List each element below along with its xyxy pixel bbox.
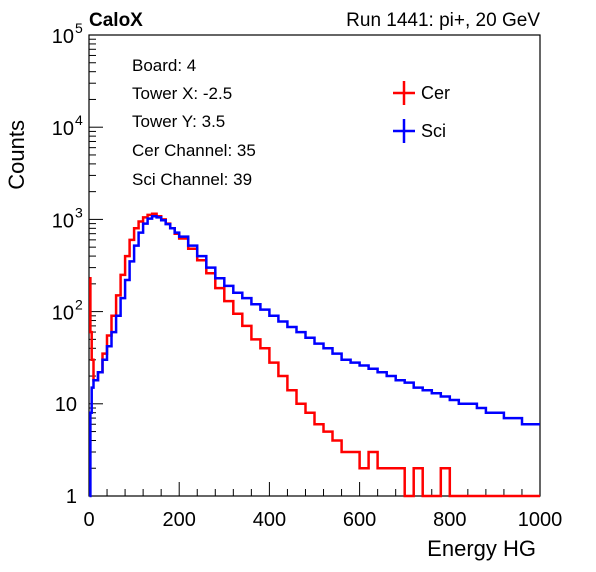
y-tick-exponent: 3 <box>75 204 83 220</box>
x-tick-label: 1000 <box>518 509 563 531</box>
info-line-cer-channel: Cer Channel: 35 <box>132 141 256 160</box>
y-tick-exponent: 5 <box>75 20 83 36</box>
y-tick-label: 10 <box>52 303 74 325</box>
legend: Cer Sci <box>393 81 450 143</box>
legend-marker-cer <box>393 81 415 105</box>
x-axis-title: Energy HG <box>427 536 536 561</box>
y-tick-exponent: 4 <box>75 112 83 128</box>
series-lines <box>89 212 540 498</box>
legend-label-cer: Cer <box>421 83 450 103</box>
plot-frame <box>88 34 541 497</box>
y-tick-label: 10 <box>52 118 74 140</box>
info-box: Board: 4 Tower X: -2.5 Tower Y: 3.5 Cer … <box>132 56 256 189</box>
y-axis-title: Counts <box>4 120 29 190</box>
series-line-cer <box>89 212 540 498</box>
x-tick-label: 0 <box>83 509 94 531</box>
x-tick-label: 200 <box>163 509 196 531</box>
info-line-tower-x: Tower X: -2.5 <box>132 84 232 103</box>
y-tick-label: 10 <box>52 210 74 232</box>
header-right: Run 1441: pi+, 20 GeV <box>346 10 540 31</box>
x-axis-ticks: 0 200 400 600 800 1000 <box>83 482 562 531</box>
x-tick-label: 600 <box>343 509 376 531</box>
x-tick-label: 400 <box>253 509 286 531</box>
info-line-tower-y: Tower Y: 3.5 <box>132 112 225 131</box>
x-tick-label: 800 <box>433 509 466 531</box>
y-tick-label: 10 <box>52 26 74 48</box>
legend-label-sci: Sci <box>421 121 446 141</box>
legend-marker-sci <box>393 119 415 143</box>
y-tick-label: 10 <box>55 394 77 416</box>
info-line-board: Board: 4 <box>132 56 196 75</box>
series-line-sci <box>89 215 540 498</box>
header-left: CaloX <box>89 10 143 31</box>
info-line-sci-channel: Sci Channel: 39 <box>132 170 252 189</box>
y-tick-label: 1 <box>66 486 77 508</box>
y-tick-exponent: 2 <box>75 297 83 313</box>
